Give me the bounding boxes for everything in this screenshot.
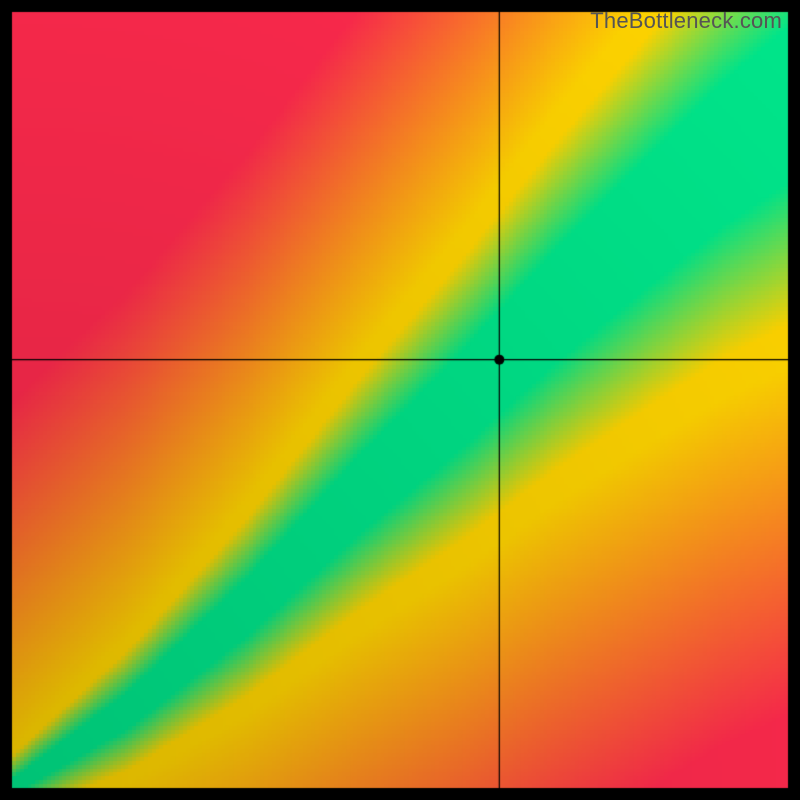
bottleneck-heatmap xyxy=(0,0,800,800)
chart-container: TheBottleneck.com xyxy=(0,0,800,800)
watermark-text: TheBottleneck.com xyxy=(590,8,782,34)
